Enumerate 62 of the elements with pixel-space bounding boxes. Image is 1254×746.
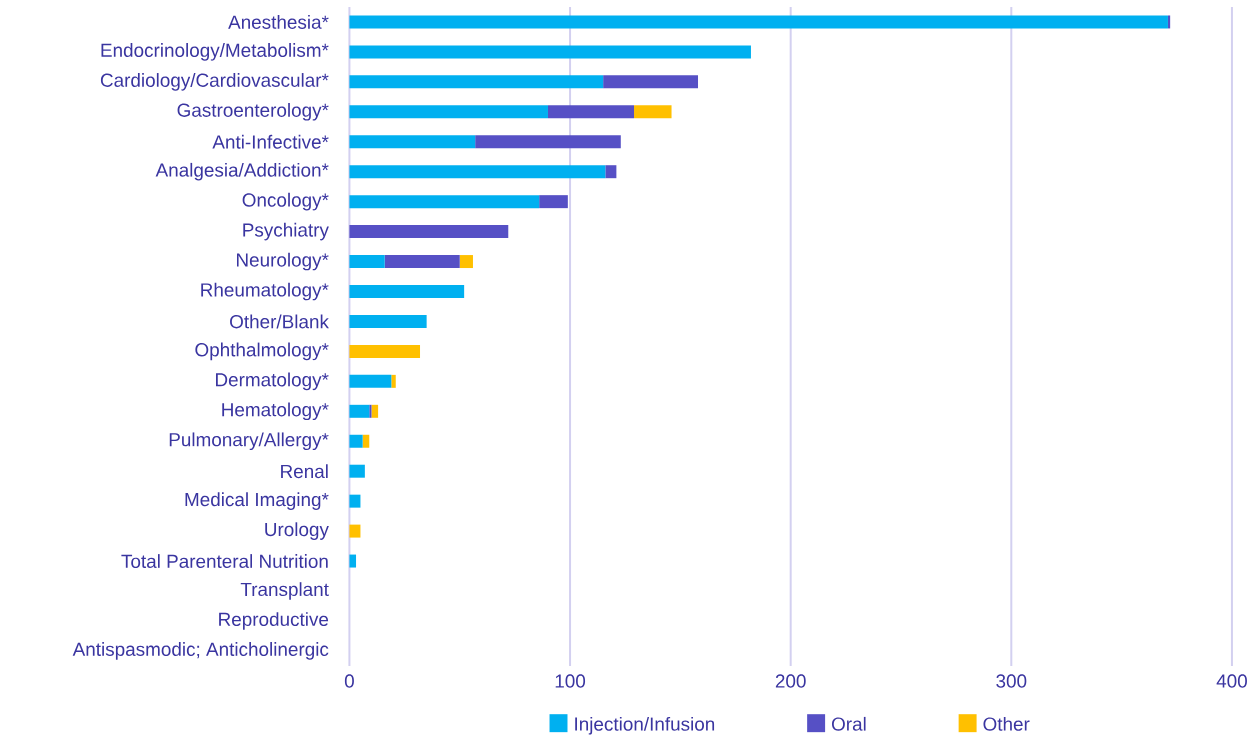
y-tick-label: Anti-Infective* — [212, 134, 329, 149]
y-tick-label: Endocrinology/Metabolism* — [101, 43, 329, 61]
bar — [349, 225, 509, 239]
x-tick-label: 100 — [555, 674, 586, 688]
bar — [547, 105, 635, 119]
bar — [349, 524, 361, 538]
bar — [349, 165, 606, 179]
y-tick-label: Cardiology/Cardiovascular* — [100, 73, 329, 91]
bar — [384, 255, 460, 269]
y-tick-label: Dermatology* — [216, 372, 329, 391]
y-tick-label: Other/Blank — [230, 314, 329, 329]
y-tick-label: Neurology* — [237, 252, 329, 271]
bar — [369, 404, 372, 418]
bar — [603, 75, 699, 89]
bar — [349, 315, 427, 329]
bar — [362, 434, 370, 448]
legend-label: Injection/Infusion — [575, 717, 715, 735]
bar — [371, 404, 379, 418]
bar — [349, 345, 421, 359]
y-tick-label: Medical Imaging* — [185, 492, 329, 511]
bar — [391, 374, 396, 388]
y-tick-label: Renal — [281, 464, 328, 479]
bar — [349, 464, 365, 478]
bar — [634, 105, 672, 119]
bar — [349, 285, 465, 299]
bar — [349, 255, 385, 269]
y-tick-label: Analgesia/Addiction* — [155, 163, 329, 181]
bar — [349, 494, 361, 508]
bar — [349, 75, 604, 89]
y-tick-label: Hematology* — [222, 402, 329, 421]
legend-label: Oral — [831, 717, 866, 731]
y-tick-label: Rheumatology* — [201, 282, 329, 301]
y-tick-label: Transplant — [240, 582, 329, 600]
x-tick-label: 200 — [775, 674, 806, 688]
bar — [459, 255, 473, 269]
legend-label: Other — [983, 717, 1030, 731]
x-tick-label: 300 — [996, 674, 1027, 688]
bar — [605, 165, 617, 179]
bar — [349, 105, 548, 119]
bar — [349, 45, 751, 59]
x-tick-label: 400 — [1216, 674, 1247, 688]
y-tick-label: Total Parenteral Nutrition — [121, 554, 328, 569]
bar — [349, 404, 370, 418]
y-tick-label: Gastroenterology* — [177, 103, 329, 121]
y-tick-label: Pulmonary/Allergy* — [169, 432, 329, 451]
y-tick-label: Psychiatry — [243, 222, 329, 241]
x-tick-label: 0 — [344, 674, 354, 688]
bar — [349, 374, 392, 388]
y-tick-label: Anesthesia* — [228, 15, 329, 30]
bar — [475, 135, 621, 149]
y-tick-label: Ophthalmology* — [195, 342, 329, 361]
bar — [349, 135, 476, 149]
bar — [1167, 15, 1171, 29]
bar — [349, 195, 540, 209]
bar — [349, 15, 1168, 29]
y-tick-label: Reproductive — [219, 612, 329, 630]
bar — [349, 434, 363, 448]
y-tick-label: Antispasmodic; Anticholinergic — [72, 642, 329, 660]
bar — [539, 195, 568, 209]
y-tick-label: Oncology* — [242, 192, 329, 211]
y-tick-label: Urology — [265, 522, 329, 541]
bar — [349, 554, 357, 568]
